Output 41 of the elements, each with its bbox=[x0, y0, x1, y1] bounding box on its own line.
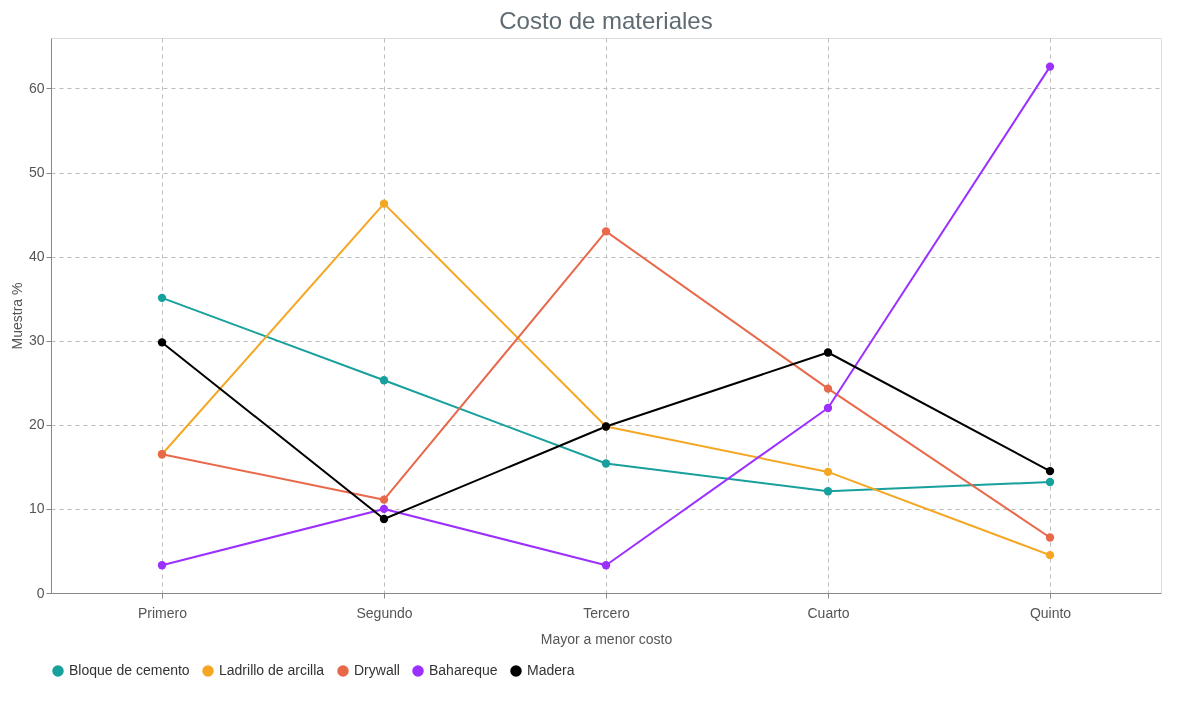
y-tick-label: 40 bbox=[28, 248, 45, 265]
point bbox=[1045, 62, 1055, 71]
y-tick-label: 10 bbox=[28, 500, 45, 517]
y-tick-label: 30 bbox=[28, 332, 45, 349]
point bbox=[1045, 533, 1055, 542]
legend-label: Bloque de cemento bbox=[69, 662, 190, 678]
x-tick-label: Primero bbox=[137, 604, 188, 621]
point bbox=[157, 293, 167, 303]
y-tick-label: 0 bbox=[36, 584, 45, 601]
legend-label: Bahareque bbox=[429, 662, 498, 678]
x-axis-title: Mayor a menor costo bbox=[540, 630, 673, 647]
point bbox=[1045, 550, 1055, 560]
legend-label: Drywall bbox=[354, 662, 400, 678]
point bbox=[1045, 466, 1055, 476]
point bbox=[157, 338, 167, 347]
chart-title: Costo de materiales bbox=[499, 7, 713, 34]
point bbox=[379, 376, 389, 385]
x-tick-label: Quinto bbox=[1029, 604, 1072, 621]
point bbox=[379, 504, 389, 514]
point bbox=[823, 487, 833, 496]
x-tick-label: Segundo bbox=[356, 604, 413, 621]
x-tick-label: Tercero bbox=[583, 604, 631, 621]
y-tick-label: 50 bbox=[28, 164, 45, 181]
legend-label: Ladrillo de arcilla bbox=[219, 662, 325, 678]
legend-label: Madera bbox=[527, 662, 575, 678]
point bbox=[379, 495, 389, 504]
point bbox=[823, 403, 833, 413]
point bbox=[379, 514, 389, 524]
point bbox=[601, 227, 611, 236]
y-tick-label: 60 bbox=[28, 79, 45, 96]
point bbox=[1045, 477, 1055, 487]
x-tick-label: Cuarto bbox=[807, 604, 850, 621]
y-axis-title: Muestra % bbox=[8, 282, 25, 350]
point bbox=[601, 561, 611, 570]
point bbox=[823, 348, 833, 357]
point bbox=[157, 561, 167, 570]
point bbox=[823, 467, 833, 477]
point bbox=[379, 199, 389, 208]
point bbox=[601, 459, 611, 468]
y-tick-label: 20 bbox=[28, 416, 45, 433]
point bbox=[823, 384, 833, 393]
